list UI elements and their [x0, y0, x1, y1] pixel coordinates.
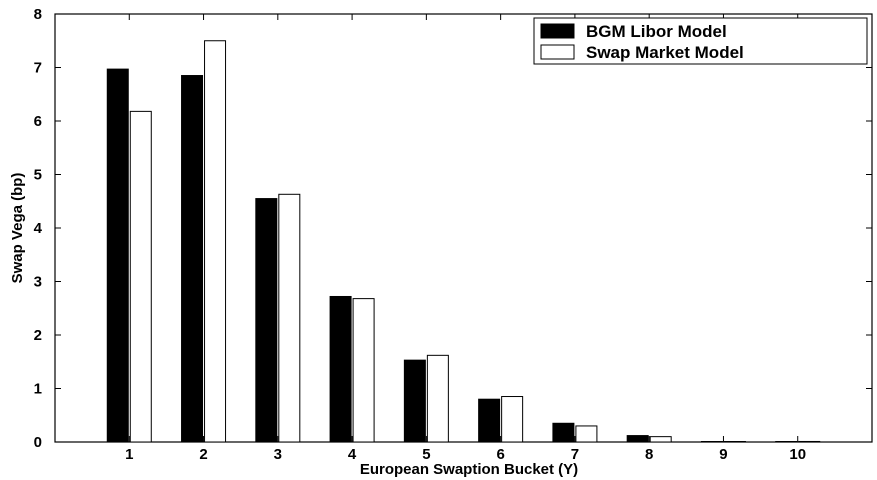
- y-tick-label-0: 0: [34, 434, 42, 451]
- legend-box: [533, 17, 868, 65]
- x-axis-title: European Swaption Bucket (Y): [360, 461, 578, 478]
- bar-bgm-8: [626, 435, 649, 443]
- bar-swap-4: [352, 298, 375, 443]
- bar-bgm-5: [403, 359, 426, 443]
- legend-label-bgm: BGM Libor Model: [586, 22, 727, 41]
- bar-swap-9: [723, 441, 746, 443]
- legend-swatch-swap: [540, 44, 575, 60]
- bar-swap-6: [501, 396, 524, 443]
- bar-swap-7: [575, 425, 598, 443]
- y-tick-label-3: 3: [34, 274, 42, 291]
- bar-swap-2: [204, 40, 227, 443]
- y-tick-label-1: 1: [34, 381, 42, 398]
- x-tick-label-5: 5: [422, 446, 430, 463]
- x-tick-label-1: 1: [125, 446, 133, 463]
- bar-bgm-7: [552, 422, 575, 443]
- bar-swap-8: [649, 436, 672, 443]
- bar-swap-10: [798, 440, 821, 443]
- bars-layer: [106, 40, 821, 443]
- x-axis: 1 2 3 4 5 6 7 8 9 10: [125, 14, 806, 463]
- x-tick-label-4: 4: [348, 446, 357, 463]
- bar-bgm-1: [106, 68, 129, 443]
- bar-swap-3: [278, 193, 301, 443]
- x-tick-label-3: 3: [274, 446, 282, 463]
- x-tick-label-9: 9: [719, 446, 727, 463]
- bar-bgm-10: [775, 441, 798, 443]
- bar-bgm-2: [181, 75, 204, 443]
- x-tick-label-7: 7: [571, 446, 579, 463]
- x-tick-label-2: 2: [199, 446, 207, 463]
- x-tick-label-6: 6: [496, 446, 504, 463]
- y-axis: 0 1 2 3 4 5 6 7 8: [34, 6, 872, 451]
- y-tick-label-7: 7: [34, 60, 42, 77]
- bar-swap-5: [426, 354, 449, 443]
- bar-bgm-4: [329, 295, 352, 443]
- legend-swatch-bgm: [540, 23, 575, 39]
- plot-frame: [54, 13, 873, 443]
- bar-bgm-9: [700, 441, 723, 443]
- legend: BGM Libor Model Swap Market Model: [533, 17, 868, 65]
- y-axis-title: Swap Vega (bp): [9, 173, 26, 284]
- legend-label-swap: Swap Market Model: [586, 43, 744, 62]
- y-tick-label-6: 6: [34, 113, 42, 130]
- y-tick-label-5: 5: [34, 167, 42, 184]
- bar-bgm-6: [478, 398, 501, 443]
- x-tick-label-8: 8: [645, 446, 653, 463]
- plot-area: 0 1 2 3 4 5 6 7 8 1 2 3 4 5 6 7 8 9 10: [34, 6, 873, 463]
- y-tick-label-4: 4: [34, 220, 43, 237]
- x-tick-label-10: 10: [789, 446, 806, 463]
- y-tick-label-2: 2: [34, 327, 42, 344]
- y-tick-label-8: 8: [34, 6, 42, 23]
- bar-swap-1: [129, 110, 152, 443]
- bar-bgm-3: [255, 198, 278, 443]
